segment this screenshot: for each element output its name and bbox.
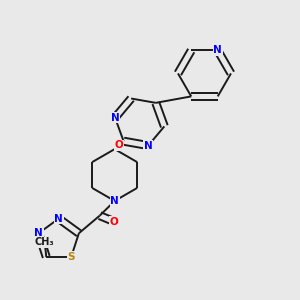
Text: N: N — [54, 214, 63, 224]
Text: CH₃: CH₃ — [35, 237, 55, 247]
Text: N: N — [110, 196, 119, 206]
Text: N: N — [111, 113, 119, 123]
Text: N: N — [213, 46, 222, 56]
Text: N: N — [144, 140, 153, 151]
Text: S: S — [68, 252, 75, 262]
Text: O: O — [115, 140, 124, 150]
Text: O: O — [110, 217, 118, 226]
Text: N: N — [34, 228, 43, 238]
